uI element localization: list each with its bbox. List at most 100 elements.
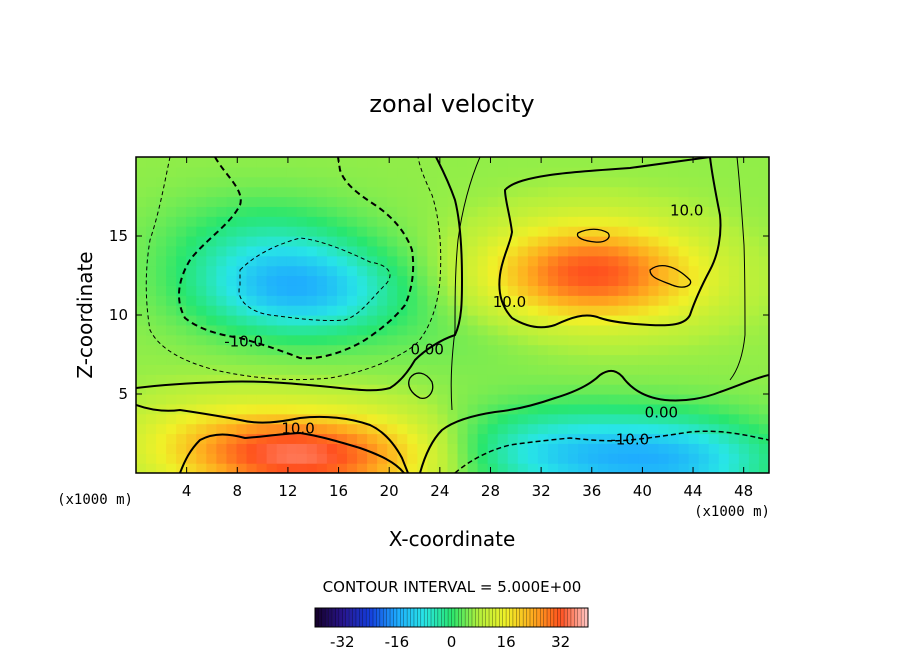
heatmap-cell [266, 394, 278, 405]
heatmap-cell [558, 364, 569, 375]
heatmap-cell [146, 196, 157, 207]
colorbar-swatch [482, 608, 486, 627]
heatmap-cell [427, 176, 439, 188]
heatmap-cell [678, 394, 690, 405]
heatmap-cell [347, 176, 358, 188]
heatmap-cell [608, 236, 619, 247]
heatmap-cell [748, 166, 760, 178]
heatmap-cell [357, 216, 368, 227]
heatmap-cell [568, 186, 579, 198]
heatmap-cell [206, 186, 217, 198]
heatmap-cell [728, 364, 740, 375]
colorbar-swatch [485, 608, 490, 627]
heatmap-cell [527, 176, 539, 188]
heatmap-cell [427, 463, 439, 473]
heatmap-cell [547, 216, 559, 227]
heatmap-cell [497, 463, 509, 473]
heatmap-cell [487, 265, 499, 277]
heatmap-cell [156, 245, 167, 257]
heatmap-cell [758, 236, 769, 247]
heatmap-cell [608, 433, 619, 444]
heatmap-cell [417, 463, 428, 473]
heatmap-cell [206, 206, 217, 217]
heatmap-cell [558, 226, 569, 237]
heatmap-cell [748, 186, 760, 198]
heatmap-cell [347, 413, 358, 425]
heatmap-cell [437, 206, 449, 217]
heatmap-cell [417, 255, 428, 267]
heatmap-cell [326, 344, 338, 356]
heatmap-cell [457, 236, 469, 247]
heatmap-cell [568, 354, 579, 365]
heatmap-cell [437, 196, 449, 207]
heatmap-cell [156, 463, 167, 473]
heatmap-cell [407, 236, 418, 247]
heatmap-cell [266, 403, 278, 415]
heatmap-cell [437, 186, 449, 198]
heatmap-cell [156, 324, 167, 336]
heatmap-cell [588, 226, 599, 237]
heatmap-cell [608, 176, 619, 188]
heatmap-cell [598, 324, 609, 336]
heatmap-cell [547, 453, 559, 464]
heatmap-cell [658, 186, 670, 198]
heatmap-cell [628, 206, 639, 217]
heatmap-cell [316, 453, 328, 464]
heatmap-cell [196, 334, 207, 346]
heatmap-cell [558, 236, 569, 247]
heatmap-cell [638, 374, 650, 385]
heatmap-cell [397, 413, 408, 425]
heatmap-cell [367, 403, 378, 415]
heatmap-cell [136, 344, 147, 356]
heatmap-cell [568, 226, 579, 237]
contour-15-small [576, 228, 610, 243]
heatmap-cell [306, 364, 318, 375]
heatmap-cell [246, 275, 258, 286]
heatmap-cell [668, 344, 680, 356]
heatmap-cell [688, 255, 700, 267]
heatmap-cell [748, 176, 760, 188]
heatmap-cell [477, 364, 489, 375]
heatmap-cell [326, 216, 338, 227]
heatmap-cell [728, 453, 740, 464]
heatmap-cell [507, 463, 519, 473]
heatmap-cell [196, 463, 207, 473]
heatmap-cell [246, 226, 258, 237]
heatmap-cell [758, 157, 769, 168]
heatmap-cell [196, 364, 207, 375]
heatmap-cell [648, 196, 660, 207]
heatmap-cell [477, 463, 489, 473]
heatmap-cell [658, 157, 670, 168]
heatmap-cell [738, 166, 750, 178]
heatmap-cell [256, 196, 268, 207]
heatmap-cell [286, 334, 298, 346]
heatmap-cell [186, 157, 197, 168]
heatmap-cell [678, 354, 690, 365]
heatmap-cell [738, 364, 750, 375]
heatmap-cell [176, 166, 187, 178]
heatmap-cell [206, 463, 217, 473]
heatmap-cell [517, 334, 529, 346]
heatmap-cell [146, 423, 157, 435]
heatmap-cell [266, 236, 278, 247]
heatmap-cell [336, 463, 348, 473]
heatmap-cell [588, 315, 599, 326]
heatmap-cell [357, 394, 368, 405]
heatmap-cell [216, 453, 228, 464]
heatmap-cell [206, 275, 217, 286]
heatmap-cell [417, 423, 428, 435]
heatmap-cell [668, 403, 680, 415]
heatmap-cell [326, 275, 338, 286]
heatmap-cell [668, 206, 680, 217]
heatmap-cell [688, 384, 700, 395]
heatmap-cell [497, 186, 509, 198]
heatmap-cell [708, 433, 720, 444]
heatmap-cell [648, 384, 660, 395]
heatmap-cell [748, 443, 760, 454]
heatmap-cell [226, 354, 238, 365]
heatmap-cell [306, 216, 318, 227]
heatmap-cell [447, 433, 459, 444]
heatmap-cell [578, 364, 589, 375]
heatmap-cell [547, 265, 559, 277]
heatmap-cell [588, 443, 599, 454]
